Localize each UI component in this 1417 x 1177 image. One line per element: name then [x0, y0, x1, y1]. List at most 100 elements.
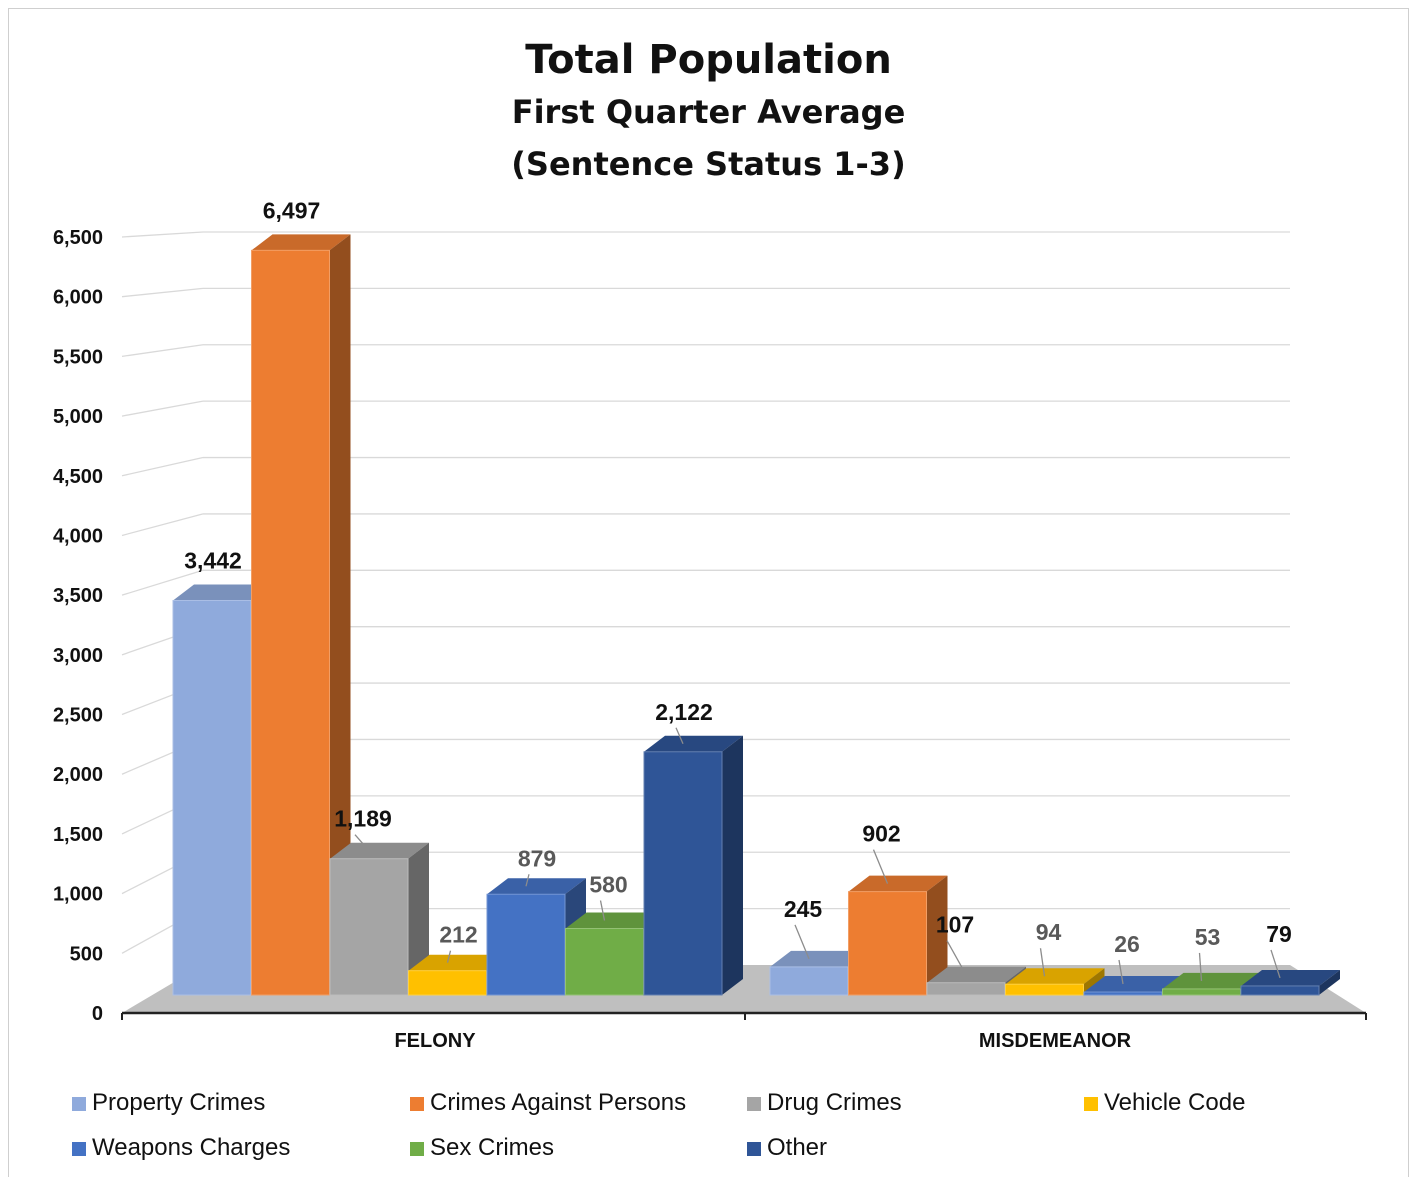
legend-swatch — [1084, 1097, 1098, 1111]
bar-front — [848, 891, 927, 996]
data-label: 53 — [1195, 924, 1221, 950]
bar-top — [487, 878, 586, 895]
leader-line — [599, 900, 606, 921]
bar — [565, 912, 665, 996]
leader-line — [446, 950, 452, 963]
legend-label: Drug Crimes — [767, 1089, 902, 1116]
bar-front — [408, 970, 487, 996]
bar-top — [1162, 972, 1262, 989]
data-label: 212 — [439, 922, 477, 948]
bar-side — [1083, 968, 1105, 995]
data-label: 1,189 — [334, 806, 392, 832]
y-tick-label: 4,000 — [53, 525, 103, 547]
legend-item: Crimes Against Persons — [410, 1088, 686, 1118]
data-label: 94 — [1036, 919, 1062, 945]
chart-title: Total Population — [525, 37, 892, 83]
bar-front — [1083, 991, 1163, 996]
data-label: 79 — [1266, 921, 1292, 947]
leader-line — [946, 940, 967, 976]
bar-front — [643, 751, 723, 996]
bar-top — [173, 584, 272, 601]
bar-front — [172, 599, 252, 996]
legend-label: Crimes Against Persons — [430, 1089, 687, 1116]
bar-front — [251, 249, 330, 996]
y-tick-label: 0 — [92, 1003, 103, 1025]
bar-front — [926, 982, 1006, 996]
side-gridline — [121, 400, 204, 417]
legend-swatch — [747, 1142, 761, 1156]
leader-line — [794, 924, 810, 960]
legend-swatch — [410, 1097, 424, 1111]
bar — [172, 584, 272, 996]
y-tick-label: 5,500 — [53, 346, 103, 368]
legend-label: Vehicle Code — [1104, 1089, 1246, 1116]
bar-front — [1240, 985, 1320, 996]
data-label: 6,497 — [263, 197, 321, 223]
bar-chart: 0 500 1,000 1,500 2,000 2,500 3,000 3,500 4,000 4… — [53, 197, 1367, 1052]
y-tick-label: 4,500 — [53, 466, 103, 488]
bar — [848, 875, 948, 996]
data-label: 580 — [589, 872, 627, 898]
legend-label: Weapons Charges — [92, 1134, 291, 1161]
legend-swatch — [747, 1097, 761, 1111]
y-tick-label: 1,000 — [53, 884, 103, 906]
bar-side — [1319, 969, 1340, 995]
leader-line — [1039, 948, 1046, 977]
bar-side — [722, 735, 743, 995]
y-tick-label: 2,000 — [53, 764, 103, 786]
leader-line — [354, 834, 370, 852]
y-tick-label: 500 — [70, 943, 103, 965]
y-tick-label: 5,000 — [53, 406, 103, 428]
chart-data-labels: 3,442 6,497 1,189 212 879 580 2,122 245 902 107 94… — [184, 197, 1292, 985]
chart-subtitle-line-1: First Quarter Average — [511, 93, 906, 131]
data-label: 26 — [1114, 931, 1140, 957]
legend-label: Other — [767, 1134, 828, 1161]
bar-top — [1241, 969, 1340, 986]
chart-subtitle-line-2: (Sentence Status 1-3) — [511, 145, 906, 183]
side-gridline — [121, 231, 204, 238]
data-label: 2,122 — [655, 699, 713, 725]
y-tick-label: 6,500 — [53, 227, 103, 249]
data-label: 3,442 — [184, 547, 242, 573]
bar-front — [329, 858, 409, 996]
y-tick-label: 1,500 — [53, 824, 103, 846]
legend-item: Other — [747, 1133, 827, 1163]
bar-top — [644, 735, 743, 752]
y-tick-label: 3,000 — [53, 645, 103, 667]
legend-item: Weapons Charges — [72, 1133, 290, 1163]
leader-line — [1118, 959, 1124, 985]
bar — [643, 735, 743, 996]
bar-front — [1162, 988, 1241, 996]
chart-axes: 0 500 1,000 1,500 2,000 2,500 3,000 3,500 4,000 4… — [53, 227, 1367, 1052]
legend-item: Property Crimes — [72, 1088, 265, 1118]
bar-top — [770, 950, 869, 967]
legend-item: Drug Crimes — [747, 1088, 902, 1118]
bar-top — [927, 966, 1026, 983]
legend-swatch — [72, 1097, 86, 1111]
data-label: 879 — [518, 845, 556, 871]
bar-front — [769, 966, 849, 996]
legend-swatch — [410, 1142, 424, 1156]
bar-top — [565, 912, 665, 929]
bar-top — [848, 875, 948, 892]
bar-side — [408, 842, 429, 995]
bar-top — [330, 842, 429, 859]
bar-side — [926, 875, 948, 995]
bar — [1005, 968, 1105, 996]
leader-line — [1270, 949, 1281, 979]
leader-line — [525, 874, 530, 887]
bar — [1240, 969, 1340, 996]
leader-line — [675, 727, 684, 745]
side-gridline — [121, 569, 204, 596]
chart-titles: Total Population First Quarter Average (… — [0, 34, 1417, 190]
bar — [329, 842, 429, 996]
legend-label: Sex Crimes — [430, 1134, 555, 1161]
bar-top — [408, 954, 508, 971]
legend-item: Sex Crimes — [410, 1133, 554, 1163]
side-gridline — [121, 344, 204, 358]
bar-top — [1084, 976, 1183, 993]
x-category-label: MISDEMEANOR — [979, 1030, 1132, 1052]
leader-line — [872, 849, 889, 884]
data-label: 902 — [862, 821, 900, 847]
legend-item: Vehicle Code — [1084, 1088, 1245, 1118]
